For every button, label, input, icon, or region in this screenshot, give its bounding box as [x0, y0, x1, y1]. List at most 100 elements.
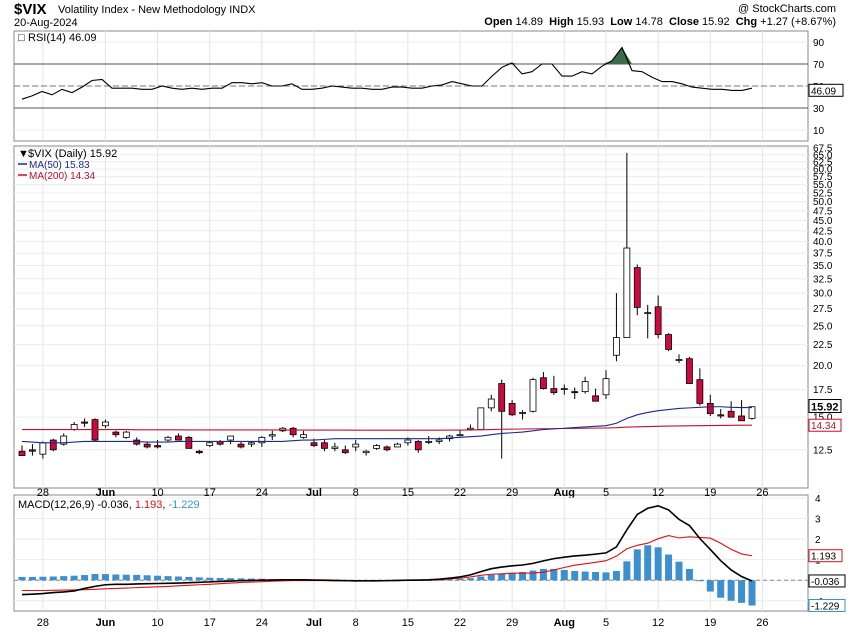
macd-histogram-bar [550, 568, 558, 581]
macd-histogram-bar [519, 572, 527, 581]
macd-y-tick-label: 3 [815, 515, 821, 526]
candle-down [498, 383, 506, 412]
close-label: Close [669, 16, 699, 28]
ma50-legend: MA(50) 15.83 [29, 160, 90, 171]
price-y-tick-label: 65.0 [813, 150, 833, 161]
macd-x-tick-label: 10 [151, 617, 163, 629]
macd-legend-label: MACD(12,26,9) [18, 499, 94, 511]
candle-down [414, 441, 422, 451]
candle-up [394, 443, 401, 448]
candle-up [623, 247, 631, 338]
macd-histogram-bar [727, 580, 735, 601]
rsi-y-tick-label: 30 [813, 104, 825, 115]
last-close-label: 15.92 [811, 402, 839, 414]
candle-down [154, 445, 161, 448]
price-y-tick-label: 42.5 [813, 226, 833, 237]
ohlc-summary: Open 14.89 High 15.93 Low 14.78 Close 15… [484, 16, 836, 28]
candle-down [310, 442, 318, 446]
price-x-tick-label: 8 [353, 487, 359, 499]
candle-up [477, 407, 485, 430]
chart-header: $VIX Volatility Index - New Methodology … [0, 0, 850, 30]
macd-x-tick-label: 28 [37, 617, 49, 629]
candle-down [133, 439, 141, 445]
macd-histogram-bar [195, 577, 203, 581]
macd-histogram-bar [602, 572, 610, 581]
price-y-tick-label: 22.5 [813, 340, 833, 351]
candle-up [675, 359, 683, 361]
macd-histogram-bar [581, 571, 589, 581]
macd-histogram-bar [571, 570, 579, 581]
macd-histogram-bar [717, 580, 725, 598]
macd-histogram-bar [685, 568, 693, 581]
macd-legend: MACD(12,26,9) -0.036, 1.193, -1.229 [18, 499, 200, 511]
macd-x-tick-label: 8 [353, 617, 359, 629]
macd-histogram-bar [112, 574, 120, 581]
candle-down [717, 414, 725, 417]
price-x-tick-label: 19 [704, 487, 716, 499]
candle-up [102, 421, 109, 427]
price-y-tick-label: 15.0 [813, 413, 833, 424]
macd-hist-box [808, 598, 846, 612]
ma200-value-label: 14.34 [811, 421, 836, 432]
price-y-tick-label: 45.0 [813, 216, 833, 227]
macd-line [21, 504, 753, 596]
candle-up [39, 442, 47, 455]
low-value: 14.78 [635, 16, 663, 28]
price-x-tick-label: 22 [454, 487, 466, 499]
price-y-tick-label: 20.0 [813, 361, 833, 372]
price-y-tick-label: 37.5 [813, 249, 833, 260]
macd-histogram-bar [49, 576, 57, 581]
candle-up [456, 434, 464, 437]
open-label: Open [484, 16, 513, 28]
macd-signal-box [808, 549, 843, 563]
price-y-tick-label: 47.5 [813, 206, 833, 217]
price-y-tick-label: 52.5 [813, 188, 833, 199]
macd-panel [13, 494, 809, 612]
price-y-tick-label: 30.0 [813, 289, 833, 300]
candle-up [300, 434, 307, 438]
macd-histogram-bar [738, 580, 746, 603]
macd-histogram-bar [39, 576, 47, 581]
macd-x-tick-label: Jul [306, 617, 322, 629]
candle-up [206, 442, 214, 446]
candle-down [550, 388, 558, 394]
macd-histogram-bar [456, 578, 464, 581]
candle-up [613, 337, 620, 356]
candle-down [571, 391, 579, 394]
macd-histogram-bar [143, 575, 151, 581]
macd-histogram-bar [508, 572, 516, 581]
price-x-tick-label: Aug [554, 487, 575, 499]
macd-legend-separator: , [129, 499, 135, 511]
macd-x-tick-label: 22 [454, 617, 466, 629]
macd-histogram-bar [185, 576, 193, 581]
macd-y-tick-label: 4 [815, 494, 821, 505]
macd-histogram-bar [560, 569, 568, 581]
macd-histogram-bar [164, 576, 172, 581]
price-y-tick-label: 32.5 [813, 274, 833, 285]
price-y-tick-label: 17.5 [813, 385, 833, 396]
macd-histogram-bar [748, 580, 756, 606]
candle-down [508, 402, 516, 416]
macd-value-label: -0.036 [811, 577, 840, 588]
macd-histogram-bar [654, 547, 662, 581]
candle-up [331, 446, 339, 449]
candle-up [352, 443, 360, 448]
chg-value: +1.27 (+8.67%) [760, 16, 836, 28]
macd-legend-macd: -0.036 [97, 499, 128, 511]
candle-up [248, 442, 255, 445]
symbol-label: $VIX [14, 1, 47, 18]
candle-down [29, 449, 36, 452]
macd-histogram-bar [206, 577, 214, 581]
candle-up [644, 312, 652, 315]
ma50-line [21, 406, 752, 444]
price-y-tick-label: 62.5 [813, 157, 833, 168]
rsi-legend-marker: □ [18, 32, 25, 44]
macd-histogram-bar [644, 545, 652, 581]
candle-up [70, 424, 78, 430]
chart-date: 20-Aug-2024 [14, 17, 78, 29]
macd-histogram-bar [498, 573, 506, 581]
macd-histogram-bar [539, 568, 547, 581]
price-x-tick-label: 24 [256, 487, 268, 499]
macd-histogram-bar [154, 575, 162, 581]
candle-up [268, 434, 276, 437]
